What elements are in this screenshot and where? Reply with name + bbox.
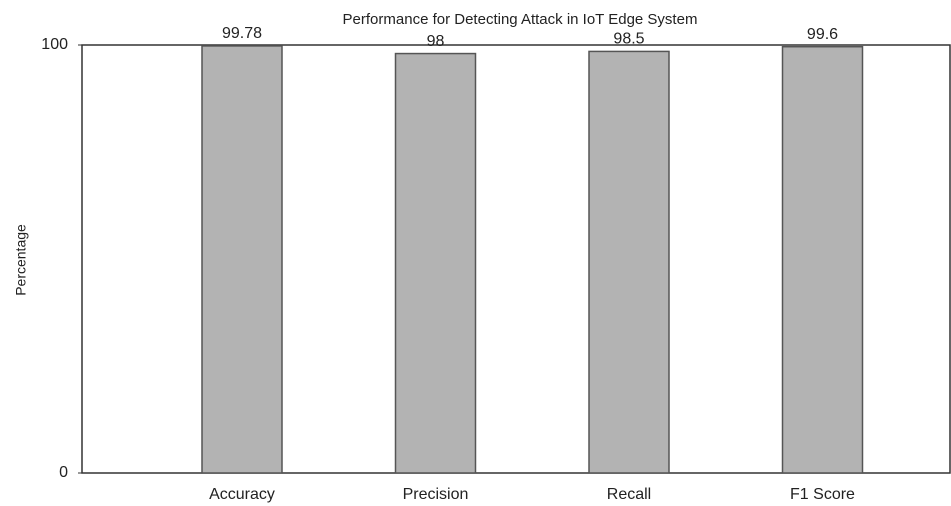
bar <box>201 45 283 474</box>
y-axis-label: Percentage <box>13 224 29 296</box>
y-tick-label: 0 <box>59 464 68 481</box>
bar <box>588 50 670 474</box>
y-tick-label: 100 <box>41 36 68 53</box>
data-label: 99.78 <box>222 25 262 42</box>
x-tick-label: Precision <box>403 486 469 503</box>
bar <box>394 52 477 474</box>
data-label: 98.5 <box>613 31 644 48</box>
bar <box>781 45 864 474</box>
x-tick-label: F1 Score <box>790 486 855 503</box>
data-label: 98 <box>427 33 445 50</box>
chart-title: Performance for Detecting Attack in IoT … <box>343 11 698 28</box>
x-tick-label: Accuracy <box>209 486 275 503</box>
data-label: 99.6 <box>807 26 838 43</box>
plot-frame <box>81 44 951 474</box>
x-tick-label: Recall <box>607 486 651 503</box>
